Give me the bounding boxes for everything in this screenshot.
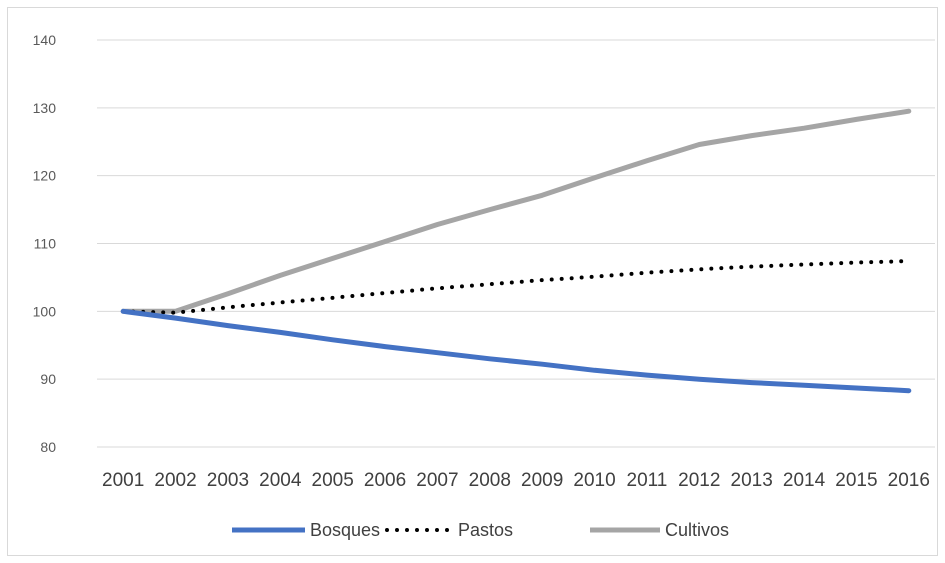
legend-item-bosques: Bosques (232, 520, 380, 540)
x-tick-label: 2006 (364, 470, 406, 491)
gridlines (97, 39, 935, 448)
x-tick-label: 2008 (469, 470, 511, 491)
y-tick-label: 90 (40, 371, 56, 387)
x-tick-label: 2016 (888, 470, 930, 491)
x-tick-label: 2012 (678, 470, 720, 491)
chart-frame (7, 7, 938, 556)
legend-label: Cultivos (665, 520, 729, 540)
y-tick-label: 100 (33, 303, 57, 319)
x-tick-label: 2010 (573, 470, 615, 491)
x-tick-label: 2014 (783, 470, 826, 491)
x-tick-label: 2015 (835, 470, 877, 491)
x-axis-ticks: 2001 2002 2003 2004 2005 2006 2007 2008 2009 2010… (102, 470, 930, 491)
y-tick-label: 130 (33, 100, 57, 116)
series-line-bosques (120, 308, 912, 394)
x-tick-label: 2005 (312, 470, 354, 491)
x-tick-label: 2007 (416, 470, 458, 491)
y-tick-label: 110 (34, 236, 57, 252)
legend-item-pastos: Pastos (385, 520, 513, 540)
x-tick-label: 2001 (102, 470, 144, 491)
x-tick-label: 2004 (259, 470, 302, 491)
legend: Bosques Pastos Cultivos (232, 520, 729, 540)
y-tick-label: 80 (40, 439, 56, 455)
legend-label: Pastos (458, 520, 513, 540)
x-tick-label: 2011 (627, 470, 668, 491)
series-line-cultivos (120, 108, 912, 314)
x-tick-label: 2009 (521, 470, 563, 491)
x-tick-label: 2013 (731, 470, 773, 491)
y-tick-label: 140 (33, 32, 57, 48)
series-line-pastos (121, 259, 911, 315)
x-tick-label: 2003 (207, 470, 249, 491)
x-tick-label: 2002 (154, 470, 196, 491)
legend-label: Bosques (310, 520, 380, 540)
y-tick-label: 120 (33, 168, 57, 184)
y-axis-ticks: 80 90 100 110 120 130 140 (33, 32, 57, 455)
series-lines (120, 108, 912, 394)
legend-item-cultivos: Cultivos (590, 520, 729, 540)
